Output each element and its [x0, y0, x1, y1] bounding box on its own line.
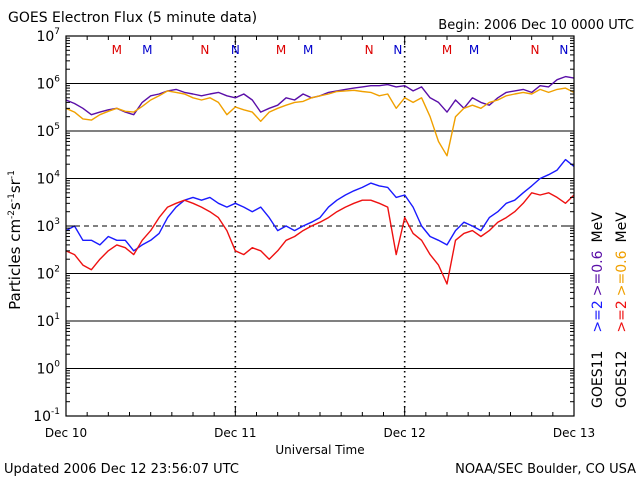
y-tick-base: 10 [36, 362, 54, 378]
event-marker: M [112, 43, 122, 57]
x-tick-label: Dec 10 [45, 426, 87, 440]
x-tick-label: Dec 12 [384, 426, 426, 440]
data-series [65, 75, 575, 285]
y-tick-exp: 4 [54, 170, 60, 180]
y-tick-exp: 2 [54, 265, 60, 275]
legend-goes11: GOES11>=2>=0.6MeV [590, 212, 606, 408]
y-tick-exp: -1 [51, 407, 60, 417]
event-marker: N [200, 43, 209, 57]
series-line-2 [65, 158, 575, 252]
begin-time: Begin: 2006 Dec 10 0000 UTC [438, 18, 634, 33]
x-tick-label: Dec 13 [553, 426, 595, 440]
y-tick-exp: 5 [54, 122, 60, 132]
y-tick-label: 104 [36, 170, 60, 188]
event-marker: M [303, 43, 313, 57]
x-tick-labels: Dec 10 Dec 11 Dec 12 Dec 13 [45, 426, 595, 440]
event-marker: M [442, 43, 452, 57]
gridlines [66, 36, 574, 416]
y-tick-exp: 1 [54, 312, 60, 322]
series-line-3 [65, 192, 575, 285]
y-tick-base: 10 [33, 409, 51, 425]
y-tick-label: 107 [36, 27, 60, 45]
event-marker: N [231, 43, 240, 57]
y-tick-label: 101 [36, 312, 60, 330]
y-tick-label: 102 [36, 265, 60, 283]
credit-text: NOAA/SEC Boulder, CO USA [455, 462, 636, 477]
chart-title: GOES Electron Flux (5 minute data) [8, 10, 257, 26]
y-tick-label: 105 [36, 122, 60, 140]
plot-frame [65, 35, 575, 417]
series-line-1 [65, 87, 575, 157]
y-tick-label: 103 [36, 217, 60, 235]
updated-time: Updated 2006 Dec 12 23:56:07 UTC [4, 462, 239, 477]
y-tick-exp: 3 [54, 217, 60, 227]
event-marker: M [276, 43, 286, 57]
y-tick-label: 10-1 [33, 407, 60, 425]
x-axis-label: Universal Time [275, 443, 364, 457]
axis-ticks [65, 35, 575, 417]
y-tick-base: 10 [36, 77, 54, 93]
x-tick-label: Dec 11 [214, 426, 256, 440]
y-tick-base: 10 [36, 314, 54, 330]
event-marker: N [365, 43, 374, 57]
y-tick-exp: 6 [54, 75, 60, 85]
legend: GOES11>=2>=0.6MeV GOES12>=2>=0.6MeV [590, 212, 630, 408]
y-tick-base: 10 [36, 267, 54, 283]
legend-goes12: GOES12>=2>=0.6MeV [614, 212, 630, 408]
y-tick-exp: 7 [54, 27, 60, 37]
y-tick-label: 100 [36, 360, 60, 378]
event-marker: N [393, 43, 402, 57]
y-tick-base: 10 [36, 172, 54, 188]
y-tick-exp: 0 [54, 360, 60, 370]
y-tick-base: 10 [36, 219, 54, 235]
event-marker: M [142, 43, 152, 57]
event-marker: N [559, 43, 568, 57]
y-tick-base: 10 [36, 29, 54, 45]
y-tick-label: 106 [36, 75, 60, 93]
event-marker: M [469, 43, 479, 57]
event-marker: N [531, 43, 540, 57]
y-tick-base: 10 [36, 124, 54, 140]
y-axis-label: Particles cm-2s-1sr-1 [6, 170, 24, 310]
